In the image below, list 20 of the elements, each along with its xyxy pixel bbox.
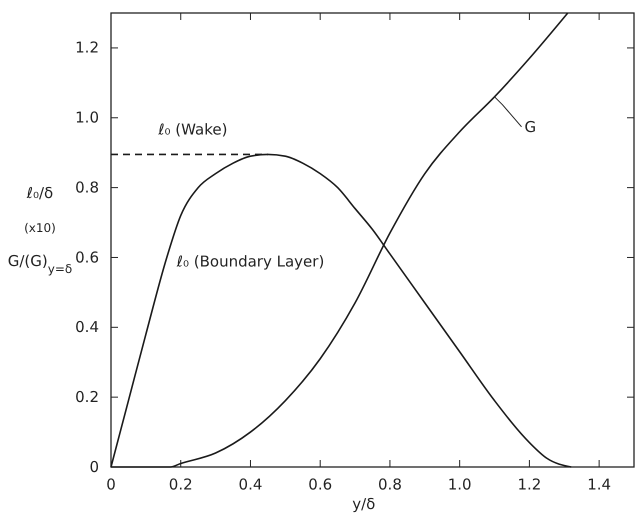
series-label: ℓ₀ (Boundary Layer) (176, 252, 324, 270)
text: G (524, 118, 536, 136)
x-tick-label: 1.0 (448, 476, 472, 494)
x-tick-label: 0.8 (378, 476, 402, 494)
x-axis-title: y/δ (352, 495, 376, 513)
y-tick-label: 0.8 (75, 178, 99, 196)
y-tick-label: 1.0 (75, 108, 99, 127)
y-tick-label: 0 (89, 458, 99, 476)
x-tick-label: 1.4 (587, 476, 612, 494)
text: ℓ₀/δ (x10) G/(G)$_{y=δ}$ (8, 184, 72, 276)
y-tick-label: 0.4 (75, 318, 99, 336)
y-tick-label: 1.2 (75, 38, 99, 57)
y-tick-label: 0.6 (75, 248, 99, 266)
x-tick-label: 0.6 (308, 476, 332, 494)
x-tick-label: 0.4 (238, 476, 262, 494)
y-tick-label: 0.2 (75, 388, 99, 406)
x-tick-label: 0 (106, 476, 116, 494)
x-tick-label: 0.2 (168, 476, 193, 494)
series-label: ℓ₀ (Wake) (157, 120, 228, 138)
x-tick-label: 1.2 (517, 476, 542, 494)
